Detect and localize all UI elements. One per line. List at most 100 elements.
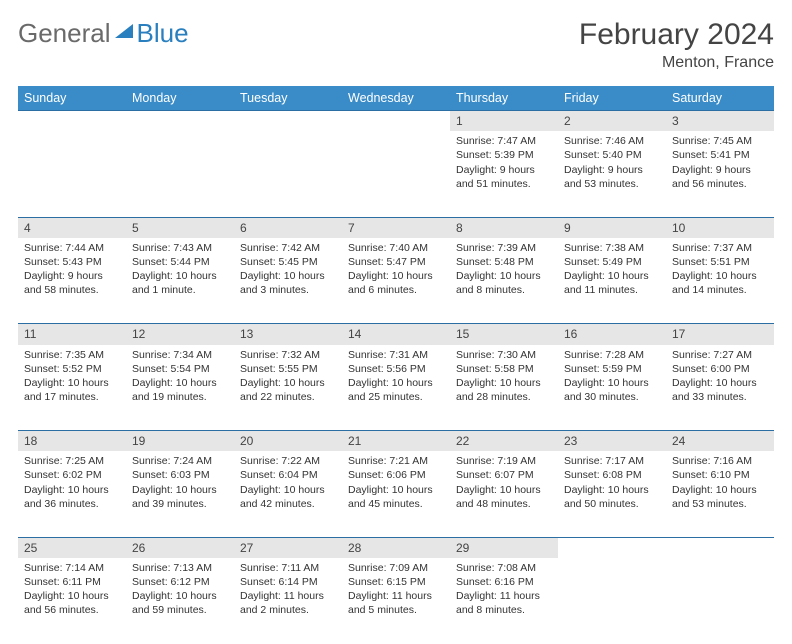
day-number-cell: 23 [558, 431, 666, 452]
day-cell: Sunrise: 7:47 AMSunset: 5:39 PMDaylight:… [450, 131, 558, 217]
daylight-text: Daylight: 10 hours and 42 minutes. [240, 483, 336, 511]
day-cell: Sunrise: 7:31 AMSunset: 5:56 PMDaylight:… [342, 345, 450, 431]
day-cell: Sunrise: 7:40 AMSunset: 5:47 PMDaylight:… [342, 238, 450, 324]
page-header: General Blue February 2024 Menton, Franc… [18, 18, 774, 72]
day-number-cell: 7 [342, 217, 450, 238]
day-cell: Sunrise: 7:32 AMSunset: 5:55 PMDaylight:… [234, 345, 342, 431]
daylight-text: Daylight: 10 hours and 50 minutes. [564, 483, 660, 511]
day-cell: Sunrise: 7:09 AMSunset: 6:15 PMDaylight:… [342, 558, 450, 644]
sunrise-text: Sunrise: 7:34 AM [132, 348, 228, 362]
sunset-text: Sunset: 5:51 PM [672, 255, 768, 269]
sunrise-text: Sunrise: 7:24 AM [132, 454, 228, 468]
weekday-header: Saturday [666, 86, 774, 111]
sunset-text: Sunset: 6:12 PM [132, 575, 228, 589]
day-number-cell: 24 [666, 431, 774, 452]
sunset-text: Sunset: 5:47 PM [348, 255, 444, 269]
location: Menton, France [579, 54, 774, 72]
sunset-text: Sunset: 5:59 PM [564, 362, 660, 376]
day-number-cell: 26 [126, 537, 234, 558]
day-cell: Sunrise: 7:30 AMSunset: 5:58 PMDaylight:… [450, 345, 558, 431]
sunrise-text: Sunrise: 7:40 AM [348, 241, 444, 255]
daylight-text: Daylight: 10 hours and 1 minute. [132, 269, 228, 297]
calendar-body: 123Sunrise: 7:47 AMSunset: 5:39 PMDaylig… [18, 111, 774, 644]
sunrise-text: Sunrise: 7:08 AM [456, 561, 552, 575]
day-cell: Sunrise: 7:34 AMSunset: 5:54 PMDaylight:… [126, 345, 234, 431]
empty-cell [558, 558, 666, 644]
daylight-text: Daylight: 9 hours and 51 minutes. [456, 163, 552, 191]
day-cell: Sunrise: 7:38 AMSunset: 5:49 PMDaylight:… [558, 238, 666, 324]
calendar-table: SundayMondayTuesdayWednesdayThursdayFrid… [18, 86, 774, 644]
day-cell: Sunrise: 7:22 AMSunset: 6:04 PMDaylight:… [234, 451, 342, 537]
day-number-cell: 5 [126, 217, 234, 238]
day-number-cell: 13 [234, 324, 342, 345]
month-title: February 2024 [579, 18, 774, 52]
day-cell: Sunrise: 7:39 AMSunset: 5:48 PMDaylight:… [450, 238, 558, 324]
day-number-cell: 25 [18, 537, 126, 558]
sunrise-text: Sunrise: 7:32 AM [240, 348, 336, 362]
empty-cell [234, 111, 342, 132]
day-detail-row: Sunrise: 7:14 AMSunset: 6:11 PMDaylight:… [18, 558, 774, 644]
day-number-cell: 12 [126, 324, 234, 345]
daylight-text: Daylight: 11 hours and 8 minutes. [456, 589, 552, 617]
day-cell: Sunrise: 7:11 AMSunset: 6:14 PMDaylight:… [234, 558, 342, 644]
day-number-cell: 28 [342, 537, 450, 558]
sunset-text: Sunset: 5:55 PM [240, 362, 336, 376]
day-cell: Sunrise: 7:16 AMSunset: 6:10 PMDaylight:… [666, 451, 774, 537]
sunset-text: Sunset: 5:44 PM [132, 255, 228, 269]
day-cell: Sunrise: 7:17 AMSunset: 6:08 PMDaylight:… [558, 451, 666, 537]
sunrise-text: Sunrise: 7:21 AM [348, 454, 444, 468]
daylight-text: Daylight: 10 hours and 22 minutes. [240, 376, 336, 404]
sunrise-text: Sunrise: 7:25 AM [24, 454, 120, 468]
day-cell: Sunrise: 7:21 AMSunset: 6:06 PMDaylight:… [342, 451, 450, 537]
day-number-cell: 17 [666, 324, 774, 345]
weekday-header: Monday [126, 86, 234, 111]
day-number-row: 18192021222324 [18, 431, 774, 452]
day-cell: Sunrise: 7:37 AMSunset: 5:51 PMDaylight:… [666, 238, 774, 324]
sunset-text: Sunset: 5:58 PM [456, 362, 552, 376]
day-number-cell: 15 [450, 324, 558, 345]
sunset-text: Sunset: 6:02 PM [24, 468, 120, 482]
sunset-text: Sunset: 6:08 PM [564, 468, 660, 482]
sunrise-text: Sunrise: 7:17 AM [564, 454, 660, 468]
sunrise-text: Sunrise: 7:37 AM [672, 241, 768, 255]
day-number-cell: 22 [450, 431, 558, 452]
day-number-cell: 29 [450, 537, 558, 558]
sunrise-text: Sunrise: 7:46 AM [564, 134, 660, 148]
day-detail-row: Sunrise: 7:44 AMSunset: 5:43 PMDaylight:… [18, 238, 774, 324]
day-number-cell: 9 [558, 217, 666, 238]
sunrise-text: Sunrise: 7:38 AM [564, 241, 660, 255]
sunrise-text: Sunrise: 7:09 AM [348, 561, 444, 575]
daylight-text: Daylight: 10 hours and 48 minutes. [456, 483, 552, 511]
title-block: February 2024 Menton, France [579, 18, 774, 72]
daylight-text: Daylight: 9 hours and 58 minutes. [24, 269, 120, 297]
daylight-text: Daylight: 10 hours and 56 minutes. [24, 589, 120, 617]
daylight-text: Daylight: 10 hours and 19 minutes. [132, 376, 228, 404]
sunrise-text: Sunrise: 7:28 AM [564, 348, 660, 362]
daylight-text: Daylight: 11 hours and 2 minutes. [240, 589, 336, 617]
empty-cell [18, 111, 126, 132]
day-cell: Sunrise: 7:43 AMSunset: 5:44 PMDaylight:… [126, 238, 234, 324]
sunset-text: Sunset: 5:48 PM [456, 255, 552, 269]
day-number-cell: 20 [234, 431, 342, 452]
daylight-text: Daylight: 10 hours and 36 minutes. [24, 483, 120, 511]
day-number-cell: 8 [450, 217, 558, 238]
day-number-cell: 18 [18, 431, 126, 452]
day-cell: Sunrise: 7:14 AMSunset: 6:11 PMDaylight:… [18, 558, 126, 644]
daylight-text: Daylight: 10 hours and 39 minutes. [132, 483, 228, 511]
daylight-text: Daylight: 9 hours and 56 minutes. [672, 163, 768, 191]
day-cell: Sunrise: 7:27 AMSunset: 6:00 PMDaylight:… [666, 345, 774, 431]
daylight-text: Daylight: 11 hours and 5 minutes. [348, 589, 444, 617]
empty-cell [342, 131, 450, 217]
daylight-text: Daylight: 9 hours and 53 minutes. [564, 163, 660, 191]
day-cell: Sunrise: 7:19 AMSunset: 6:07 PMDaylight:… [450, 451, 558, 537]
daylight-text: Daylight: 10 hours and 3 minutes. [240, 269, 336, 297]
weekday-header: Friday [558, 86, 666, 111]
sunrise-text: Sunrise: 7:31 AM [348, 348, 444, 362]
sunrise-text: Sunrise: 7:39 AM [456, 241, 552, 255]
sunset-text: Sunset: 6:15 PM [348, 575, 444, 589]
empty-cell [342, 111, 450, 132]
daylight-text: Daylight: 10 hours and 28 minutes. [456, 376, 552, 404]
sunset-text: Sunset: 6:07 PM [456, 468, 552, 482]
weekday-header: Tuesday [234, 86, 342, 111]
day-number-cell: 4 [18, 217, 126, 238]
